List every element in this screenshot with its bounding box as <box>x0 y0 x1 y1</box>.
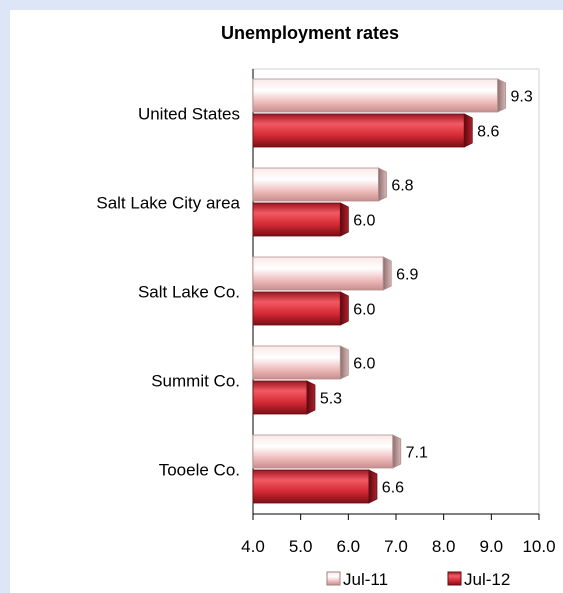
bar-cap-jul-12-salt-lake-co <box>339 291 349 326</box>
data-label-jul-11-summit-co: 6.0 <box>353 356 375 373</box>
bar-jul-12-tooele-co <box>252 469 370 504</box>
bar-cap-jul-12-united-states <box>463 113 473 148</box>
bar-cap-jul-12-summit-co <box>306 380 316 415</box>
chart-panel: Unemployment rates United States Salt Lak… <box>10 10 563 593</box>
legend-swatch-jul-12 <box>447 571 462 586</box>
bar-cap-jul-11-tooele-co <box>392 434 402 469</box>
chart-title: Unemployment rates <box>221 23 399 43</box>
bar-jul-11-summit-co <box>252 345 341 380</box>
bars <box>252 78 507 504</box>
legend-swatch-jul-11 <box>326 571 341 586</box>
category-label-salt-lake-co: Salt Lake Co. <box>138 283 240 302</box>
data-label-jul-11-united-states: 9.3 <box>511 89 533 106</box>
bar-jul-11-salt-lake-co <box>252 256 384 291</box>
legend-label-jul-12: Jul-12 <box>464 570 510 589</box>
unemployment-bar-chart: Unemployment rates United States Salt Lak… <box>96 23 556 589</box>
bar-jul-12-salt-lake-co <box>252 291 341 326</box>
legend-label-jul-11: Jul-11 <box>343 570 388 589</box>
bar-jul-12-salt-lake-city-area <box>252 202 341 237</box>
category-label-summit-co: Summit Co. <box>151 372 240 391</box>
x-tick-label-3: 7.0 <box>384 537 408 556</box>
category-label-tooele-co: Tooele Co. <box>159 461 240 480</box>
bar-jul-11-salt-lake-city-area <box>252 167 379 202</box>
bar-cap-jul-12-salt-lake-city-area <box>339 202 349 237</box>
x-tick-label-5: 9.0 <box>480 537 504 556</box>
bar-cap-jul-11-summit-co <box>339 345 349 380</box>
category-label-salt-lake-city-area: Salt Lake City area <box>96 194 240 213</box>
data-label-jul-12-tooele-co: 6.6 <box>382 480 404 497</box>
bar-cap-jul-11-salt-lake-co <box>382 256 392 291</box>
data-label-jul-12-united-states: 8.6 <box>477 124 499 141</box>
category-label-united-states: United States <box>138 105 240 124</box>
bar-cap-jul-12-tooele-co <box>368 469 378 504</box>
data-label-jul-11-salt-lake-co: 6.9 <box>396 267 418 284</box>
bar-jul-12-summit-co <box>252 380 308 415</box>
x-ticks: 4.0 5.0 6.0 7.0 8.0 9.0 10.0 <box>241 514 556 556</box>
bar-jul-11-united-states <box>252 78 499 113</box>
data-label-jul-12-salt-lake-city-area: 6.0 <box>353 213 375 230</box>
x-tick-label-4: 8.0 <box>432 537 456 556</box>
bar-cap-jul-11-united-states <box>497 78 507 113</box>
bar-cap-jul-11-salt-lake-city-area <box>378 167 387 202</box>
x-tick-label-2: 6.0 <box>337 537 361 556</box>
data-label-jul-11-salt-lake-city-area: 6.8 <box>391 178 413 195</box>
data-label-jul-11-tooele-co: 7.1 <box>406 445 428 462</box>
data-labels: 9.3 8.6 6.8 6.0 6.9 6.0 6.0 5.3 7.1 6.6 <box>320 89 533 497</box>
x-tick-label-6: 10.0 <box>522 537 555 556</box>
legend: Jul-11 Jul-12 <box>326 570 510 589</box>
category-labels: United States Salt Lake City area Salt Lak… <box>96 105 240 480</box>
bar-jul-11-tooele-co <box>252 434 394 469</box>
data-label-jul-12-summit-co: 5.3 <box>320 391 342 408</box>
bar-jul-12-united-states <box>252 113 465 148</box>
data-label-jul-12-salt-lake-co: 6.0 <box>353 302 375 319</box>
x-tick-label-0: 4.0 <box>241 537 265 556</box>
x-tick-label-1: 5.0 <box>289 537 313 556</box>
